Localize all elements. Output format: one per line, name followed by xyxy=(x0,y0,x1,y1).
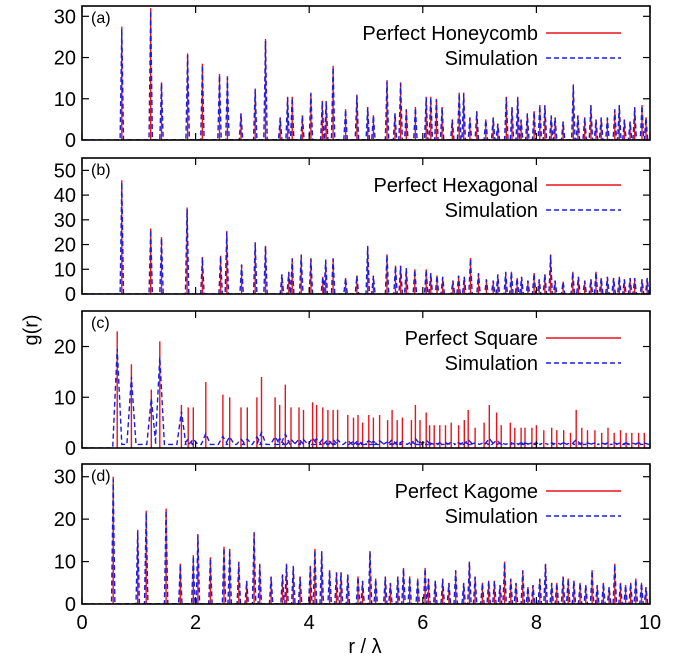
panel-frame xyxy=(81,5,651,141)
x-axis-title: r / λ xyxy=(348,636,381,658)
y-tick-label: 20 xyxy=(54,235,76,257)
data-area xyxy=(82,8,650,140)
panel-label: (a) xyxy=(91,10,111,27)
panel-label: (c) xyxy=(91,315,110,332)
x-tick-label: 2 xyxy=(190,612,201,634)
panel-label: (b) xyxy=(91,162,111,179)
panel-frame xyxy=(81,310,651,449)
simulation-curve xyxy=(82,479,650,604)
legend-label: Perfect Honeycomb xyxy=(362,23,538,45)
legend-label: Simulation xyxy=(445,48,538,70)
legend-label: Perfect Hexagonal xyxy=(373,175,538,197)
y-tick-label: 10 xyxy=(54,552,76,574)
y-tick-label: 30 xyxy=(54,467,76,489)
panel-c: 0 10 20 (c) Perfect Square Simulation xyxy=(54,310,651,460)
y-tick-label: 10 xyxy=(54,259,76,281)
y-tick-label: 0 xyxy=(65,284,76,306)
y-tick-label: 0 xyxy=(65,438,76,460)
simulation-curve xyxy=(82,348,650,448)
legend-label: Simulation xyxy=(445,353,538,375)
y-tick-label: 20 xyxy=(54,48,76,70)
x-tick-label: 10 xyxy=(639,612,661,634)
y-axis-title: g(r) xyxy=(20,314,42,345)
x-tick-label: 8 xyxy=(531,612,542,634)
x-tick-label: 0 xyxy=(76,612,87,634)
simulation-curve xyxy=(82,182,650,294)
data-area xyxy=(82,331,650,448)
legend-label: Perfect Kagome xyxy=(395,481,538,503)
y-tick-label: 40 xyxy=(54,185,76,207)
data-area xyxy=(82,180,650,294)
y-tick-label: 0 xyxy=(65,130,76,152)
x-tick-label: 4 xyxy=(304,612,315,634)
legend-label: Simulation xyxy=(445,200,538,222)
panel-frame xyxy=(81,463,651,605)
y-tick-label: 50 xyxy=(54,160,76,182)
legend-label: Perfect Square xyxy=(405,328,538,350)
y-tick-label: 0 xyxy=(65,594,76,616)
y-tick-label: 20 xyxy=(54,337,76,359)
panel-label: (d) xyxy=(91,468,111,485)
y-tick-label: 30 xyxy=(54,6,76,28)
y-tick-label: 10 xyxy=(54,387,76,409)
y-tick-label: 10 xyxy=(54,89,76,111)
x-tick-label: 6 xyxy=(417,612,428,634)
y-tick-label: 30 xyxy=(54,210,76,232)
panel-d: 0 10 20 30 0 2 4 6 8 10 (d) Perfect Kagome Simulatio… xyxy=(54,463,661,634)
y-tick-label: 20 xyxy=(54,509,76,531)
legend-label: Simulation xyxy=(445,506,538,528)
data-area xyxy=(82,476,650,604)
panel-a: 0 10 20 30 (a) Perfect Honeycomb Simulation xyxy=(54,5,651,152)
panel-frame xyxy=(81,157,651,295)
